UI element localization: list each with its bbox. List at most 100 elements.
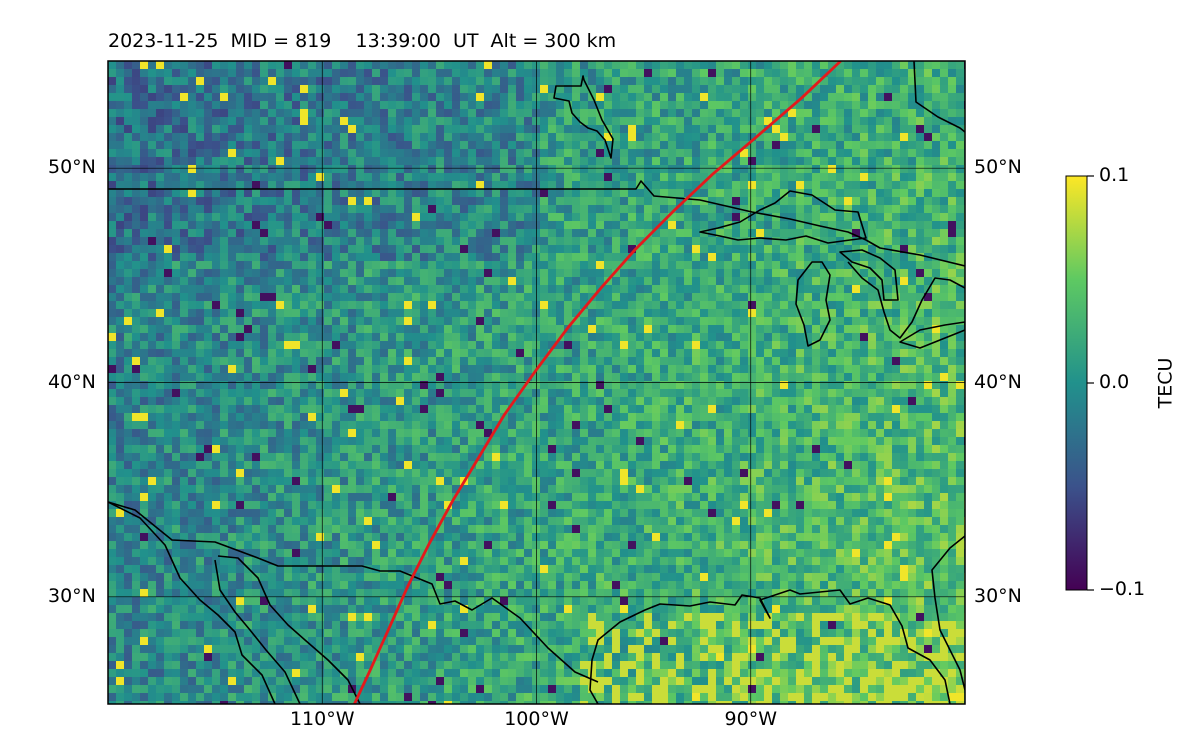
heat-cell <box>492 253 500 261</box>
heat-cell <box>580 389 588 397</box>
heat-cell <box>676 357 684 365</box>
heat-cell <box>604 189 612 197</box>
heat-cell <box>332 85 340 93</box>
heat-cell <box>860 245 868 253</box>
heat-cell <box>260 229 268 237</box>
heat-cell <box>108 117 116 125</box>
heat-cell <box>204 205 212 213</box>
heat-cell <box>260 317 268 325</box>
heat-cell <box>364 101 372 109</box>
heat-cell <box>308 317 316 325</box>
heat-cell <box>524 301 532 309</box>
heat-cell <box>580 85 588 93</box>
heat-cell <box>644 309 652 317</box>
heat-cell <box>444 117 452 125</box>
heat-cell <box>628 133 636 141</box>
heat-cell <box>812 349 820 357</box>
heat-cell <box>284 237 292 245</box>
heat-cell <box>388 77 396 85</box>
heat-cell <box>460 389 468 397</box>
heat-cell <box>724 93 732 101</box>
heat-cell <box>340 69 348 77</box>
heat-cell <box>596 341 604 349</box>
heat-cell <box>900 69 908 77</box>
heat-cell <box>580 381 588 389</box>
heat-cell <box>300 85 308 93</box>
heat-cell <box>188 421 196 429</box>
heat-cell <box>428 85 436 93</box>
heat-cell <box>708 413 716 421</box>
heat-cell <box>380 69 388 77</box>
heat-cell <box>364 237 372 245</box>
heat-cell <box>460 165 468 173</box>
heat-cell <box>700 133 708 141</box>
heat-cell <box>924 317 932 325</box>
heat-cell <box>804 253 812 261</box>
heat-cell <box>780 405 788 413</box>
heat-cell <box>756 405 764 413</box>
heat-cell <box>644 381 652 389</box>
heat-cell <box>892 229 900 237</box>
heat-cell <box>372 125 380 133</box>
heat-cell <box>852 333 860 341</box>
heat-cell <box>324 381 332 389</box>
heat-cell <box>708 77 716 85</box>
heat-cell <box>516 357 524 365</box>
heat-cell <box>884 365 892 373</box>
heat-cell <box>764 237 772 245</box>
heat-cell <box>332 221 340 229</box>
heat-cell <box>316 293 324 301</box>
heat-cell <box>676 301 684 309</box>
heat-cell <box>140 117 148 125</box>
heat-cell <box>956 69 964 77</box>
heat-cell <box>660 77 668 85</box>
heat-cell <box>588 333 596 341</box>
heat-cell <box>428 101 436 109</box>
heat-cell <box>308 221 316 229</box>
heat-cell <box>716 389 724 397</box>
heat-cell <box>636 301 644 309</box>
heat-cell <box>380 349 388 357</box>
heat-cell <box>772 357 780 365</box>
heat-cell <box>868 237 876 245</box>
heat-cell <box>860 149 868 157</box>
heat-cell <box>132 221 140 229</box>
heat-cell <box>748 93 756 101</box>
heat-cell <box>428 285 436 293</box>
heat-cell <box>460 125 468 133</box>
heat-cell <box>748 397 756 405</box>
heat-cell <box>156 389 164 397</box>
heat-cell <box>212 325 220 333</box>
heat-cell <box>788 133 796 141</box>
heat-cell <box>124 317 132 325</box>
heat-cell <box>652 69 660 77</box>
heat-cell <box>908 365 916 373</box>
heat-cell <box>132 397 140 405</box>
heat-cell <box>740 157 748 165</box>
heat-cell <box>316 253 324 261</box>
heat-cell <box>156 133 164 141</box>
heat-cell <box>956 141 964 149</box>
heat-cell <box>244 301 252 309</box>
heat-cell <box>540 365 548 373</box>
heat-cell <box>164 213 172 221</box>
heat-cell <box>300 365 308 373</box>
heat-cell <box>132 165 140 173</box>
heat-cell <box>204 101 212 109</box>
heat-cell <box>276 349 284 357</box>
heat-cell <box>892 149 900 157</box>
heat-cell <box>612 149 620 157</box>
heat-cell <box>348 341 356 349</box>
heat-cell <box>740 373 748 381</box>
heat-cell <box>756 357 764 365</box>
heat-cell <box>604 133 612 141</box>
heat-cell <box>132 301 140 309</box>
heat-cell <box>828 149 836 157</box>
heat-cell <box>428 125 436 133</box>
heat-cell <box>780 309 788 317</box>
heat-cell <box>276 269 284 277</box>
heat-cell <box>708 197 716 205</box>
heat-cell <box>692 405 700 413</box>
heat-cell <box>492 245 500 253</box>
heat-cell <box>476 85 484 93</box>
